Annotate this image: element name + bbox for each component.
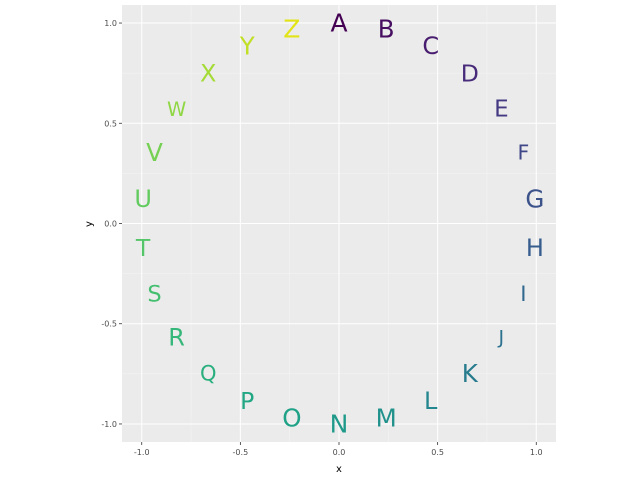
x-tick-label: -1.0	[134, 448, 150, 457]
x-tick-label: 0.5	[431, 448, 444, 457]
point-label-r: R	[168, 323, 185, 351]
point-label-s: S	[147, 282, 161, 308]
point-label-i: I	[520, 282, 526, 307]
y-tick-label: -1.0	[101, 420, 117, 429]
x-tick-label: 1.0	[530, 448, 543, 457]
point-label-m: M	[376, 404, 397, 433]
point-label-u: U	[134, 185, 152, 213]
point-label-e: E	[494, 97, 509, 123]
point-label-n: N	[330, 409, 349, 438]
x-tick-label: -0.5	[233, 448, 249, 457]
point-label-b: B	[378, 14, 395, 43]
point-label-q: Q	[200, 362, 217, 386]
x-tick-label: 0.0	[333, 448, 346, 457]
point-label-h: H	[526, 234, 544, 262]
y-axis-ticks: -1.0 -0.5 0.0 0.5 1.0	[101, 19, 122, 429]
point-label-k: K	[462, 359, 479, 388]
x-axis-ticks: -1.0 -0.5 0.0 0.5 1.0	[134, 442, 543, 457]
point-label-y: Y	[239, 32, 256, 61]
point-label-l: L	[424, 387, 438, 415]
point-label-v: V	[146, 138, 163, 167]
point-label-g: G	[525, 185, 544, 214]
point-label-o: O	[282, 404, 301, 433]
point-label-x: X	[200, 59, 216, 87]
x-axis-title: x	[336, 464, 342, 475]
y-axis-title: y	[84, 221, 95, 227]
y-tick-label: 1.0	[104, 19, 117, 28]
point-label-d: D	[461, 59, 479, 87]
point-label-w: W	[167, 98, 186, 121]
point-label-f: F	[518, 140, 530, 164]
point-label-c: C	[422, 32, 439, 60]
point-label-a: A	[330, 9, 347, 38]
point-label-p: P	[240, 387, 254, 415]
grid-major	[122, 5, 556, 442]
y-tick-label: 0.5	[104, 119, 117, 128]
point-label-t: T	[135, 234, 151, 262]
point-label-j: J	[498, 326, 505, 348]
y-tick-label: -0.5	[101, 320, 117, 329]
point-label-z: Z	[283, 14, 300, 43]
y-tick-label: 0.0	[104, 220, 117, 229]
